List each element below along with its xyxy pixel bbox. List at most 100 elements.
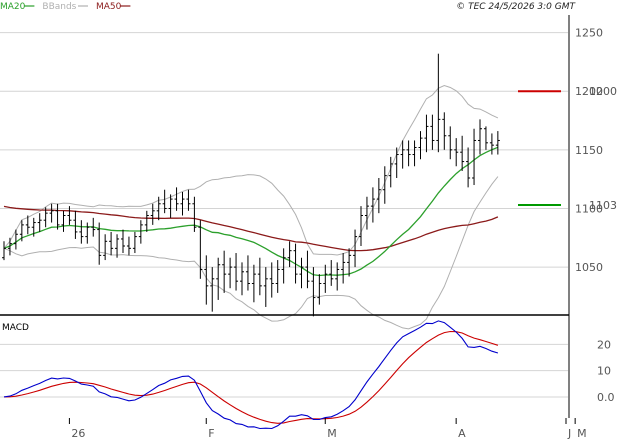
ohlc-bar — [216, 257, 221, 300]
ohlc-bar — [412, 140, 417, 167]
ohlc-bar — [61, 210, 66, 232]
ohlc-bar — [335, 262, 340, 291]
macd-line — [3, 320, 499, 430]
ohlc-bar — [126, 236, 131, 256]
ohlc-bar — [73, 210, 78, 239]
x-axis: 26 F M A MJ — [68, 418, 587, 440]
ohlc-bar — [97, 222, 102, 265]
ohlc-bar — [466, 147, 471, 188]
ohlc-bar — [424, 114, 429, 153]
ohlc-bar — [7, 237, 12, 256]
ohlc-bar — [156, 196, 161, 221]
y-tick-label-0: 1250 — [575, 27, 603, 40]
moving-averages — [3, 146, 499, 277]
ohlc-bar — [418, 131, 423, 160]
ohlc-bar — [406, 140, 411, 167]
macd-panel: MACD 20 10 0.0 — [0, 320, 615, 430]
x-tick-label-3: A — [458, 427, 466, 440]
ohlc-bar — [150, 203, 155, 225]
y-tick-label-4: 1050 — [575, 261, 603, 274]
y-tick-label-1: 1200 — [575, 85, 603, 98]
ohlc-bar — [109, 231, 114, 256]
ohlc-bar — [55, 203, 60, 230]
price-y-ticks: 1250 1200 1150 1100 1050 — [575, 27, 603, 275]
ohlc-bar — [144, 210, 149, 232]
x-tick-label-0: 26 — [71, 427, 85, 440]
ohlc-bar — [228, 257, 233, 289]
macd-gridlines — [0, 343, 568, 398]
ohlc-bar — [115, 234, 120, 258]
ohlc-bar — [91, 217, 96, 237]
ohlc-bar — [311, 267, 316, 317]
ohlc-bar — [19, 220, 24, 242]
ohlc-bar — [222, 250, 227, 293]
legend-label-2: MA50 — [96, 2, 122, 12]
x-tick-label-4: M — [577, 427, 587, 440]
y-tick-label-3: 1100 — [575, 202, 603, 215]
macd-y-ticks: 20 10 0.0 — [597, 338, 615, 404]
ohlc-bar — [275, 260, 280, 293]
chart-legend: MA20 BBands MA50 — [0, 2, 131, 12]
bollinger-upper-line — [3, 84, 499, 256]
ohlc-bar — [257, 257, 262, 296]
macd-label: MACD — [2, 323, 29, 333]
ohlc-bar — [43, 207, 48, 228]
ohlc-bar — [263, 267, 268, 307]
ohlc-bar — [341, 253, 346, 284]
ohlc-bar — [210, 267, 215, 312]
ohlc-bar — [31, 217, 36, 237]
ohlc-bar — [192, 196, 197, 232]
ohlc-bar — [138, 220, 143, 244]
ohlc-bar — [132, 231, 137, 254]
ohlc-bar — [382, 166, 387, 204]
macd-y-tick-label-0: 20 — [597, 338, 611, 351]
ohlc-bar — [472, 128, 477, 186]
ohlc-bar — [2, 241, 6, 261]
x-tick-label-2: M — [327, 427, 337, 440]
level-label-1200: 1200 — [589, 85, 617, 98]
bollinger-lower-line — [3, 176, 499, 330]
ohlc-bar — [251, 264, 256, 303]
ohlc-bar — [329, 260, 334, 286]
x-tick-label-5: J — [567, 427, 571, 440]
ohlc-bar — [281, 248, 286, 284]
ohlc-bar — [67, 206, 72, 225]
ohlc-bar — [25, 215, 30, 235]
ohlc-bar — [186, 189, 191, 211]
macd-lines — [3, 320, 499, 430]
ohlc-bar — [168, 194, 173, 218]
legend-label-1: BBands — [42, 2, 76, 12]
ohlc-bar — [489, 133, 494, 155]
ohlc-bar — [49, 203, 54, 223]
ohlc-bar — [234, 253, 239, 291]
ohlc-bar — [364, 196, 369, 230]
ohlc-bar — [204, 255, 209, 305]
ohlc-bar — [359, 206, 363, 246]
ohlc-bar — [180, 192, 185, 216]
ohlc-bar — [240, 262, 244, 296]
legend-label-0: MA20 — [0, 2, 26, 12]
ma20-line — [3, 146, 499, 277]
ohlc-bar — [85, 222, 90, 244]
ohlc-bar — [400, 140, 405, 169]
macd-y-tick-label-1: 10 — [597, 365, 611, 378]
ohlc-bar — [483, 126, 488, 150]
bollinger-bands — [3, 84, 499, 330]
ohlc-bar — [103, 234, 108, 261]
ohlc-bar — [245, 255, 250, 291]
ohlc-bar — [394, 147, 399, 178]
ohlc-bar — [448, 126, 453, 160]
ohlc-bar — [13, 229, 18, 250]
level-label-1103: 1103 — [589, 199, 617, 212]
ohlc-bar — [37, 213, 42, 232]
ohlc-bar — [454, 138, 459, 167]
macd-signal-line — [3, 330, 499, 424]
price-panel: 1250 1200 1150 1100 1050 1200 1103 — [0, 15, 617, 418]
ohlc-bar — [198, 220, 203, 279]
ohlc-bar — [287, 241, 292, 268]
macd-y-tick-label-2: 0.0 — [597, 391, 615, 404]
ohlc-bar — [442, 112, 447, 150]
y-tick-label-2: 1150 — [575, 144, 603, 157]
ohlc-bar — [162, 189, 167, 214]
